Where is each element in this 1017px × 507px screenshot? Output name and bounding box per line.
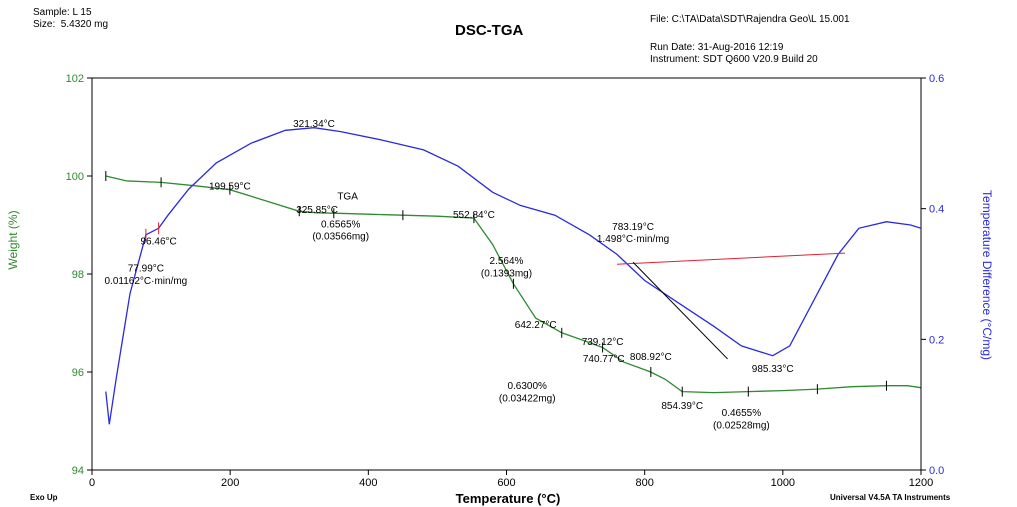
y-left-tick-label: 94 — [72, 465, 84, 477]
y-axis-left-label: Weight (%) — [6, 210, 20, 269]
x-axis-label: Temperature (°C) — [456, 491, 561, 506]
series-line-tga — [105, 175, 922, 394]
instrument-label: Instrument: SDT Q600 V20.9 Build 20 — [650, 54, 818, 65]
dsc-baseline-line — [617, 252, 846, 265]
y-left-tick-label: 102 — [66, 73, 84, 85]
data-annotation: 199.59°C — [209, 182, 251, 193]
data-annotation: TGA — [337, 192, 358, 203]
chart-title: DSC-TGA — [455, 22, 524, 39]
data-annotation: 0.6565% — [321, 219, 361, 230]
file-path-label: File: C:\TA\Data\SDT\Rajendra Geo\L 15.0… — [650, 14, 850, 25]
y-left-tick-label: 96 — [72, 367, 84, 379]
x-tick-label: 800 — [635, 477, 653, 489]
run-date-label: Run Date: 31-Aug-2016 12:19 — [650, 42, 784, 53]
data-annotation: 96.46°C — [141, 237, 177, 248]
series-line-dsc — [105, 127, 922, 425]
y-right-tick-label: 0.4 — [929, 204, 944, 216]
data-annotation: 321.34°C — [293, 119, 335, 130]
y-left-tick-label: 100 — [66, 171, 84, 183]
sample-size-label: Size: 5.4320 mg — [33, 19, 109, 30]
x-tick-label: 400 — [359, 477, 377, 489]
data-annotation: 740.77°C — [583, 354, 625, 365]
data-annotation: 2.564% — [490, 256, 524, 267]
data-annotation: 985.33°C — [752, 364, 794, 375]
data-annotation: (0.1393mg) — [481, 268, 532, 279]
x-tick-label: 200 — [221, 477, 239, 489]
data-annotation: 552.84°C — [453, 210, 495, 221]
axes-group: 0 200 400 600 800 1000 1200 94 96 98 100 102 0.0 0.2 0… — [66, 73, 945, 489]
x-tick-label: 600 — [497, 477, 515, 489]
exo-up-label: Exo Up — [30, 493, 58, 502]
data-annotation: 1.498°C·min/mg — [597, 234, 669, 245]
y-axis-right-label: Temperature Difference (°C/mg) — [980, 190, 994, 360]
x-tick-label: 1200 — [909, 477, 933, 489]
data-annotation: (0.02528mg) — [713, 420, 770, 431]
software-label: Universal V4.5A TA Instruments — [830, 493, 951, 502]
data-annotation: 77.99°C — [128, 264, 164, 275]
marker-group — [105, 171, 922, 397]
x-tick-label: 0 — [89, 477, 95, 489]
data-annotation: (0.03422mg) — [499, 393, 556, 404]
y-right-tick-label: 0.2 — [929, 334, 944, 346]
data-annotation: 0.01162°C·min/mg — [105, 276, 188, 287]
x-tick-label: 1000 — [771, 477, 795, 489]
y-right-tick-label: 0.0 — [929, 465, 944, 477]
data-annotation: (0.03566mg) — [312, 232, 369, 243]
dsc-tangent-line — [632, 261, 728, 360]
data-annotation: 325.85°C — [296, 205, 338, 216]
data-annotation: 0.6300% — [507, 381, 547, 392]
annotation-group: 321.34°C 199.59°C TGA 552.84°C 325.85°C 0.656… — [105, 119, 794, 431]
data-annotation: 808.92°C — [630, 352, 672, 363]
data-annotation: 854.39°C — [661, 401, 703, 412]
data-annotation: 642.27°C — [515, 320, 557, 331]
data-annotation: 783.19°C — [612, 222, 654, 233]
data-annotation: 739.12°C — [582, 337, 624, 348]
series-group — [105, 127, 922, 425]
sample-label: Sample: L 15 — [33, 7, 92, 18]
y-right-tick-label: 0.6 — [929, 73, 944, 85]
data-annotation: 0.4655% — [722, 408, 762, 419]
y-left-tick-label: 98 — [72, 269, 84, 281]
